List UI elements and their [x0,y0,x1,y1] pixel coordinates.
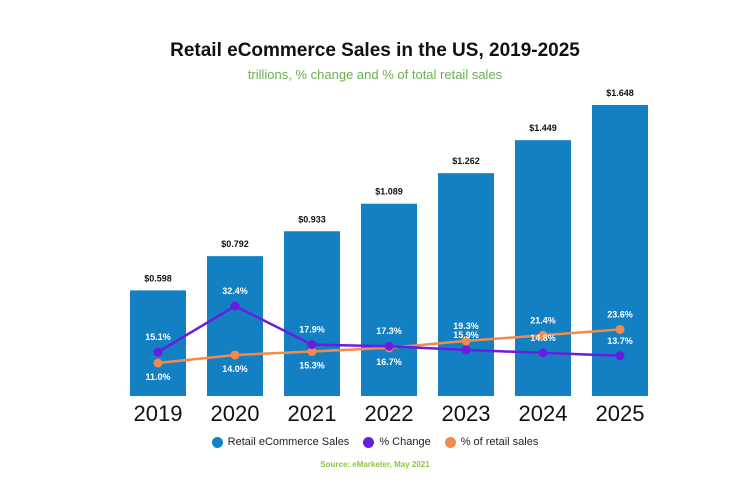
x-tick-label: 2020 [211,401,260,426]
bar-2023 [438,173,494,396]
x-tick-label: 2022 [365,401,414,426]
share-value-label: 15.3% [299,361,325,371]
bar-2024 [515,140,571,396]
bar-value-label: $0.933 [298,214,326,224]
change-value-label: 14.8% [530,333,556,343]
bar-2021 [284,231,340,396]
chart-subtitle: trillions, % change and % of total retai… [247,67,503,82]
change-point [307,340,317,350]
legend-item-share: % of retail sales [444,436,539,448]
x-tick-label: 2021 [288,401,337,426]
chart-legend: Retail eCommerce Sales % Change % of ret… [0,436,750,448]
chart-title: Retail eCommerce Sales in the US, 2019-2… [170,40,580,61]
change-point [615,351,625,361]
change-point [461,345,471,355]
x-tick-label: 2019 [134,401,183,426]
share-point [307,347,317,357]
share-value-label: 16.7% [376,357,402,367]
share-point [153,358,163,368]
change-value-label: 17.3% [376,326,402,336]
share-point [538,330,548,340]
share-value-label: 23.6% [607,309,633,319]
share-value-label: 19.3% [453,321,479,331]
legend-label-change: % Change [379,436,431,448]
bar-value-label: $0.598 [144,273,172,283]
legend-label-share: % of retail sales [460,436,539,448]
chart-source: Source: eMarketer, May 2021 [320,460,430,469]
change-point [538,348,548,358]
legend-item-change: % Change [363,436,431,448]
share-value-label: 14.0% [222,364,248,374]
bar-value-label: $1.449 [529,123,557,133]
change-value-label: 17.9% [299,325,325,335]
share-point [615,324,625,334]
share-value-label: 11.0% [145,372,170,382]
bar-2019 [130,290,186,396]
bar-2025 [592,105,648,396]
x-tick-label: 2024 [519,401,568,426]
bar-value-label: $1.262 [452,156,480,166]
legend-label-sales: Retail eCommerce Sales [227,436,350,448]
bar-value-label: $1.648 [606,88,634,98]
share-point [230,350,240,360]
legend-item-sales: Retail eCommerce Sales [211,436,350,448]
share-point [461,336,471,346]
legend-swatch-sales [211,436,223,448]
legend-swatch-share [444,436,456,448]
change-point [153,347,163,357]
change-value-label: 15.9% [453,330,479,340]
bar-2020 [207,256,263,396]
change-value-label: 13.7% [607,336,633,346]
share-value-label: 21.4% [530,315,556,325]
change-value-label: 32.4% [222,286,248,296]
bar-2022 [361,203,417,396]
change-point [384,341,394,351]
bar-value-label: $0.792 [221,239,249,249]
bar-value-label: $1.089 [375,187,403,197]
legend-swatch-change [363,436,375,448]
change-value-label: 15.1% [145,332,171,342]
x-tick-label: 2025 [596,401,645,426]
x-tick-label: 2023 [442,401,491,426]
change-point [230,301,240,311]
